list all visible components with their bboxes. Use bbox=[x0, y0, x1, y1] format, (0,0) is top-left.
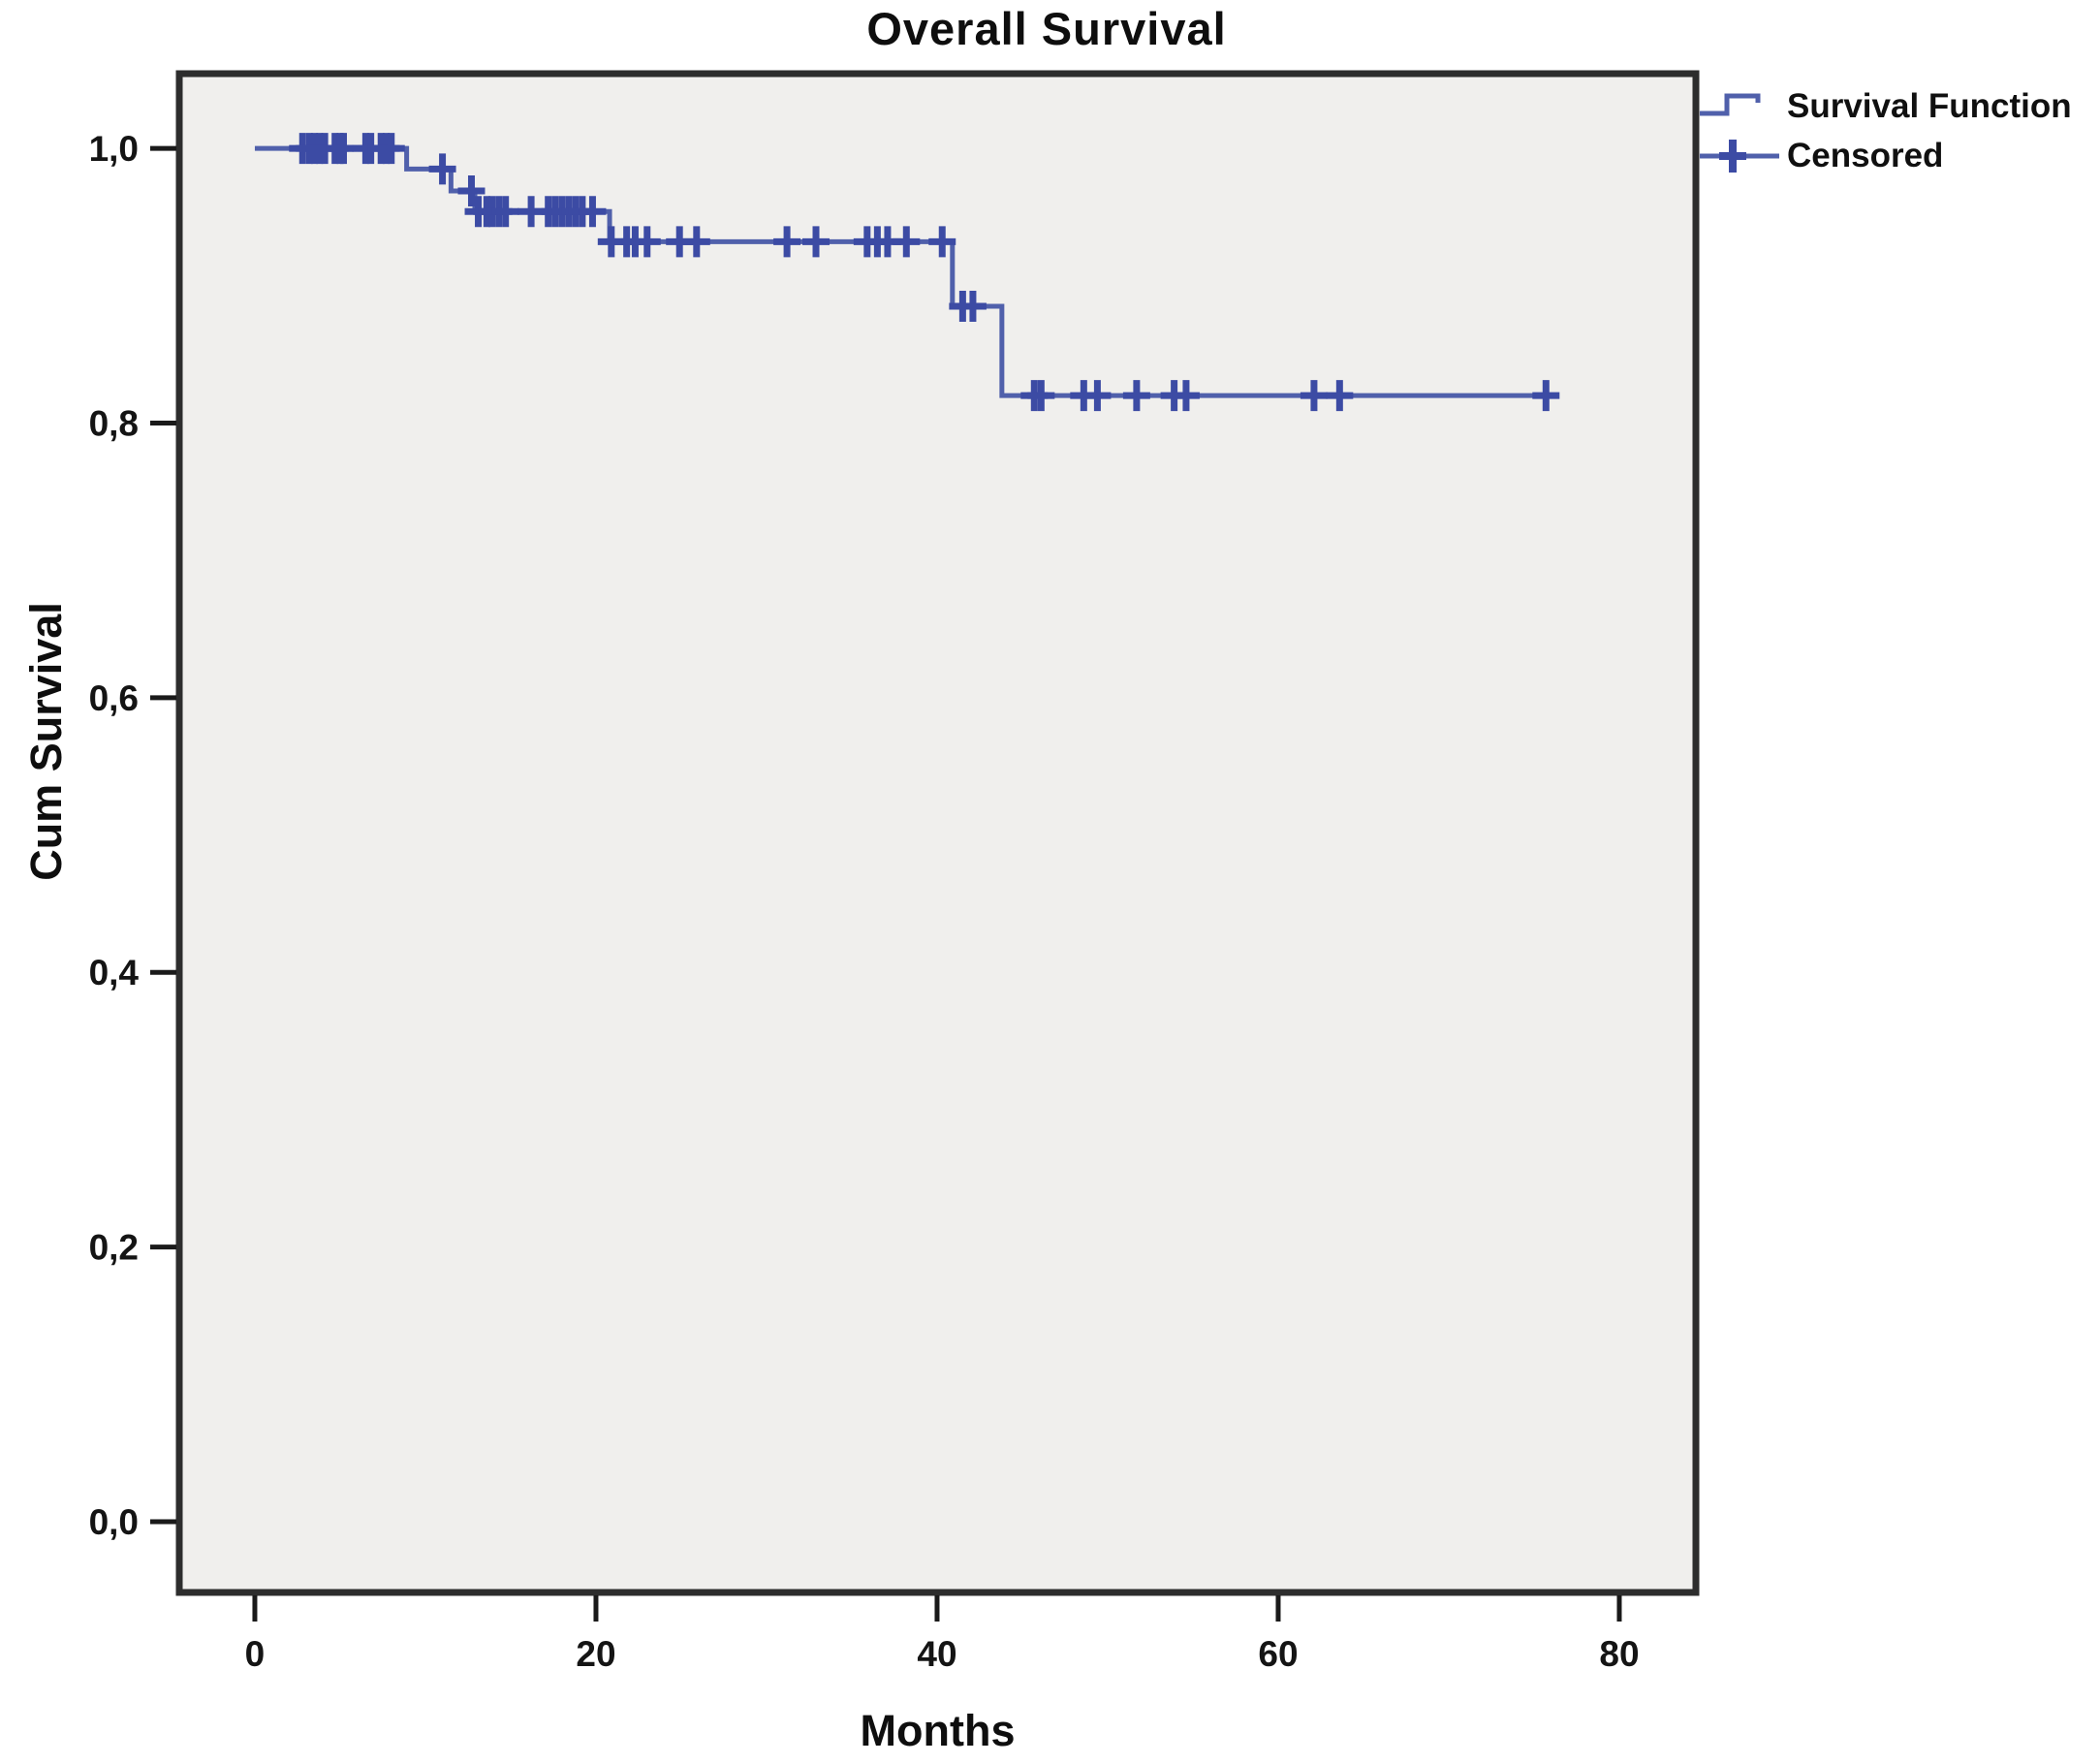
censor-mark bbox=[1172, 380, 1200, 412]
y-tick-label: 0,8 bbox=[89, 403, 139, 443]
censor-marks-layer bbox=[289, 133, 1560, 412]
axis-ticks bbox=[150, 145, 1622, 1622]
censor-mark bbox=[893, 226, 921, 258]
x-tick-label: 0 bbox=[245, 1634, 266, 1674]
y-tick-label: 0,6 bbox=[89, 678, 139, 718]
plus-mark-icon bbox=[1700, 139, 1779, 173]
censor-mark bbox=[633, 226, 661, 258]
plot-frame bbox=[175, 70, 1700, 1596]
censor-mark bbox=[1122, 380, 1150, 412]
y-tick-label: 0,2 bbox=[89, 1228, 139, 1268]
legend-item-censored: Censored bbox=[1698, 131, 2072, 180]
censor-mark bbox=[428, 153, 456, 185]
chart-title: Overall Survival bbox=[866, 3, 1227, 54]
censor-mark bbox=[958, 291, 987, 323]
x-tick-label: 80 bbox=[1599, 1634, 1639, 1674]
y-axis-title: Cum Survival bbox=[21, 602, 71, 881]
legend-item-survival-function: Survival Function bbox=[1698, 81, 2072, 131]
axis-tick-labels: 0 20 40 60 80 0,0 0,2 0,4 0,6 0,8 1,0 bbox=[89, 129, 1640, 1674]
censor-mark bbox=[773, 226, 801, 258]
censor-mark bbox=[1326, 380, 1354, 412]
x-axis-title: Months bbox=[860, 1706, 1016, 1755]
censor-mark bbox=[802, 226, 831, 258]
censor-mark bbox=[1027, 380, 1055, 412]
legend: Survival Function Censored bbox=[1698, 81, 2072, 180]
censor-mark bbox=[928, 226, 956, 258]
x-tick-label: 40 bbox=[917, 1634, 956, 1674]
censor-mark bbox=[1083, 380, 1112, 412]
y-tick-label: 0,0 bbox=[89, 1502, 139, 1542]
censor-mark bbox=[457, 175, 486, 207]
censor-mark bbox=[1300, 380, 1328, 412]
censor-mark bbox=[682, 226, 710, 258]
censor-mark bbox=[1532, 380, 1560, 412]
y-tick-label: 0,4 bbox=[89, 953, 140, 992]
y-tick-label: 1,0 bbox=[89, 129, 139, 169]
censor-mark bbox=[377, 133, 405, 165]
plot-area bbox=[175, 70, 1700, 1596]
censor-mark bbox=[579, 196, 607, 228]
x-tick-label: 60 bbox=[1258, 1634, 1298, 1674]
legend-label: Censored bbox=[1787, 136, 1944, 174]
x-tick-label: 20 bbox=[576, 1634, 615, 1674]
legend-label: Survival Function bbox=[1787, 86, 2072, 125]
censor-mark bbox=[491, 196, 519, 228]
step-line-icon bbox=[1700, 93, 1761, 115]
